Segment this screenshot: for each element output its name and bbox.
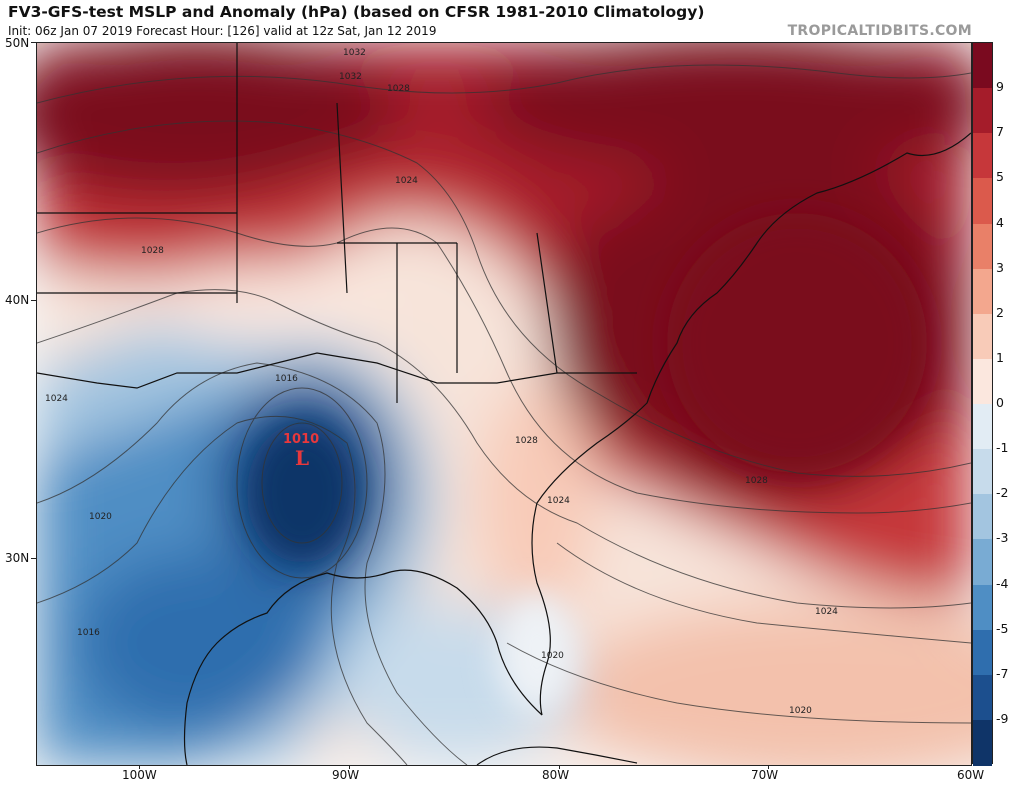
lat-label-50n: 50N	[5, 36, 30, 50]
colorbar-segment	[973, 404, 992, 450]
lon-tick	[768, 765, 769, 769]
lon-label-60w: 60W	[957, 768, 985, 782]
anomaly-map: 1032 1032 1028 1024 1028 1024 1016 1028 …	[36, 42, 972, 766]
colorbar-segment	[973, 674, 992, 721]
colorbar-label: -3	[996, 530, 1009, 546]
colorbar-segment	[973, 43, 992, 89]
lon-tick	[139, 765, 140, 769]
map-title: FV3-GFS-test MSLP and Anomaly (hPa) (bas…	[8, 3, 705, 21]
isobar-label: 1024	[815, 607, 838, 617]
isobar-labels: 1032 1032 1028 1024 1028 1024 1016 1028 …	[45, 48, 838, 716]
isobar-label: 1028	[387, 84, 410, 94]
colorbar-label: -5	[996, 620, 1009, 636]
lat-tick	[31, 300, 36, 301]
colorbar-label: 2	[996, 304, 1004, 320]
colorbar-label: 3	[996, 259, 1004, 275]
low-pressure-center: 1010 L	[283, 432, 319, 470]
isobar-label: 1028	[141, 246, 164, 256]
coastlines	[37, 43, 971, 765]
colorbar-label: -7	[996, 665, 1009, 681]
colorbar-label: -2	[996, 485, 1009, 501]
colorbar-segment	[973, 494, 992, 540]
colorbar-segment	[973, 88, 992, 134]
colorbar-label: 5	[996, 169, 1004, 185]
isobar-label: 1024	[547, 496, 570, 506]
isobar-label: 1028	[745, 476, 768, 486]
isobar-label: 1020	[89, 512, 112, 522]
colorbar-segment	[973, 358, 992, 405]
isobar-label: 1032	[339, 72, 362, 82]
colorbar-label: -9	[996, 710, 1009, 726]
lat-tick	[31, 42, 36, 43]
colorbar-segment	[973, 719, 992, 766]
low-pressure-symbol: L	[295, 446, 309, 470]
isobar-label: 1016	[275, 374, 298, 384]
isobar-label: 1020	[541, 651, 564, 661]
low-pressure-value: 1010	[283, 432, 319, 447]
lon-label-80w: 80W	[542, 768, 570, 782]
brand-watermark: TROPICALTIDBITS.COM	[787, 23, 972, 39]
lat-label-30n: 30N	[5, 551, 30, 565]
colorbar-label: 7	[996, 124, 1004, 140]
lon-label-100w: 100W	[122, 768, 157, 782]
isobar-label: 1020	[789, 706, 812, 716]
anomaly-core	[247, 213, 927, 713]
colorbar-label: 1	[996, 349, 1004, 365]
colorbar-segment	[973, 539, 992, 585]
colorbar-label: 0	[996, 395, 1004, 410]
isobar-label: 1016	[77, 628, 100, 638]
colorbar-segment	[973, 268, 992, 315]
lon-label-90w: 90W	[332, 768, 360, 782]
isobar-label: 1024	[45, 394, 68, 404]
isobar-label: 1032	[343, 48, 366, 58]
colorbar-label: -4	[996, 575, 1009, 591]
colorbar-segment	[973, 133, 992, 179]
lon-label-70w: 70W	[751, 768, 779, 782]
isobar-label: 1028	[515, 436, 538, 446]
colorbar-segment	[973, 223, 992, 270]
colorbar-segment	[973, 584, 992, 631]
colorbar-label: 9	[996, 79, 1004, 95]
lon-tick	[559, 765, 560, 769]
colorbar-label: 4	[996, 214, 1004, 230]
isobar-label: 1024	[395, 176, 418, 186]
colorbar-label: -1	[996, 440, 1009, 456]
lat-tick	[31, 558, 36, 559]
colorbar-segment	[973, 178, 992, 224]
colorbar-segment	[973, 313, 992, 360]
colorbar-segment	[973, 449, 992, 495]
map-subtitle: Init: 06z Jan 07 2019 Forecast Hour: [12…	[8, 24, 437, 38]
lon-tick	[349, 765, 350, 769]
colorbar	[972, 42, 993, 766]
lat-label-40n: 40N	[5, 293, 30, 307]
map-canvas: 1032 1032 1028 1024 1028 1024 1016 1028 …	[37, 43, 971, 765]
colorbar-segment	[973, 629, 992, 676]
